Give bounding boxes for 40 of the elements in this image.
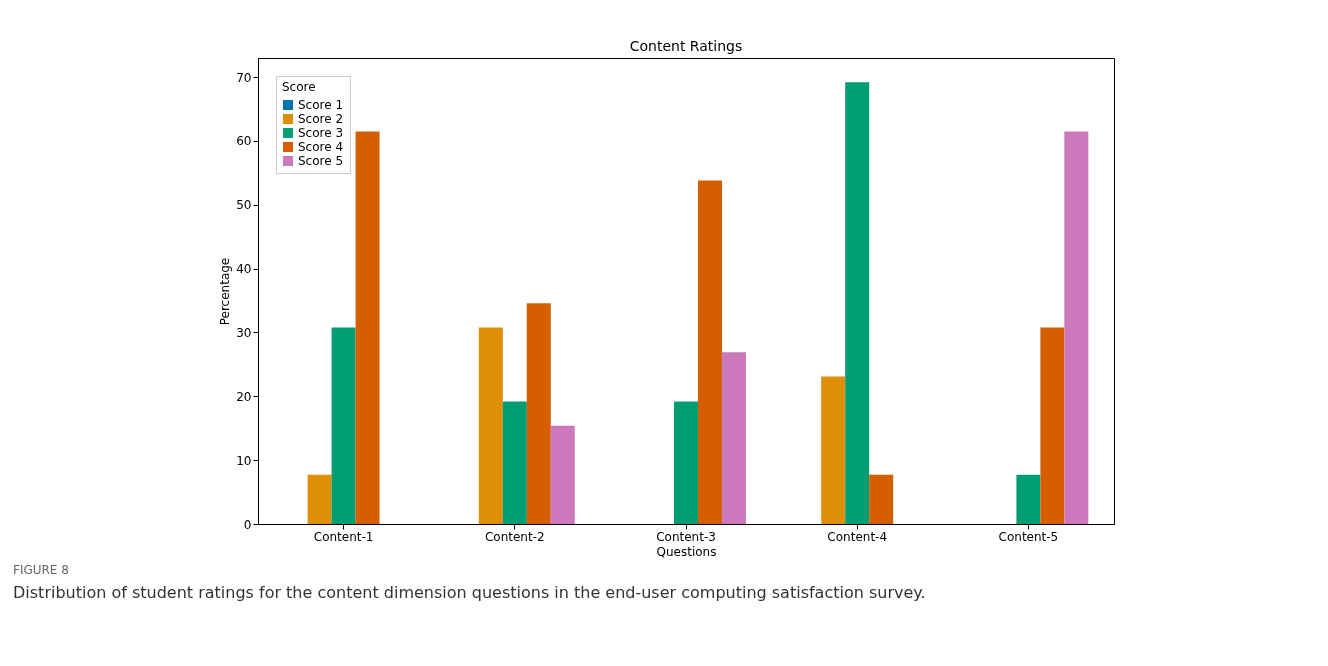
bar [478,327,503,524]
chart-title: Content Ratings [629,38,743,54]
y-tick-label: 0 [243,517,252,532]
x-tick-label: Content-2 [484,529,545,544]
y-tick-label: 30 [236,325,252,340]
x-tick-label: Content-1 [313,529,374,544]
caption: FIGURE 8 [13,563,69,577]
bar [355,131,380,524]
text: Distribution of student ratings for the content dimension questions in the end-user computing satisfaction survey. [13,583,926,602]
bar [721,352,746,524]
bar [697,180,722,524]
y-axis-title: Percentage [218,257,233,326]
bar [1016,474,1041,524]
bar [1040,327,1065,524]
bar [845,82,870,524]
legend-label: Score 2 [298,112,344,126]
legend-label: Score 5 [298,154,344,168]
bar [526,303,551,524]
y-tick-label: 40 [236,262,252,277]
bar [502,401,527,524]
x-tick-label: Content-3 [656,529,716,544]
y-tick-label: 70 [236,70,252,85]
x-axis-title: Questions [656,544,717,559]
bar [674,401,698,524]
bar [307,474,332,524]
y-tick-label: 60 [236,134,252,149]
x-tick-label: Content-5 [998,529,1059,544]
bar [869,474,894,524]
x-tick-label: Content-4 [827,529,888,544]
bar [331,327,356,524]
bar [550,425,575,524]
y-tick-label: 50 [236,198,252,213]
y-tick-label: 10 [236,453,252,468]
y-tick-label: 20 [236,389,252,404]
legend-label: Score 3 [298,126,344,140]
bar [821,376,846,524]
bar [1064,131,1089,524]
legend-title: Score [282,80,316,94]
legend-label: Score 1 [298,98,344,112]
legend-label: Score 4 [298,140,344,154]
